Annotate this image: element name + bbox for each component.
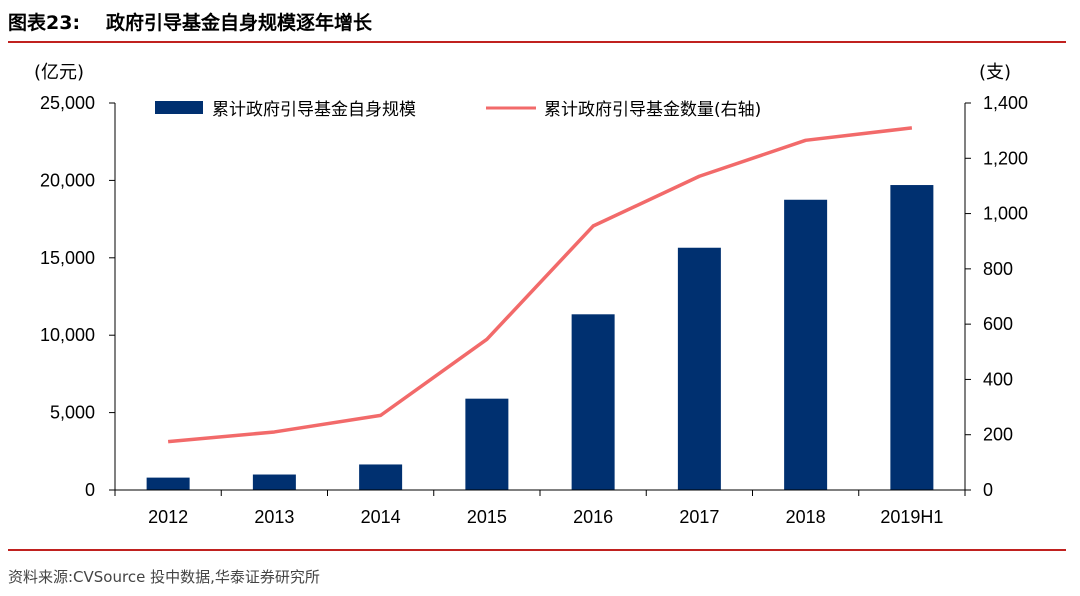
bar-2014 xyxy=(359,464,403,490)
bar-2013 xyxy=(252,474,296,490)
figure-number: 图表23: xyxy=(8,12,81,34)
x-tick-label: 2019H1 xyxy=(880,507,943,527)
chart: (亿元) (支) 累计政府引导基金自身规模 累计政府引导基金数量(右轴) 0 5,… xyxy=(34,62,1028,527)
x-tick-label: 2012 xyxy=(148,507,188,527)
y-left-tick-label: 25,000 xyxy=(40,93,95,113)
y-right-tick-label: 400 xyxy=(983,369,1013,389)
header-rule xyxy=(8,41,1066,43)
bar-series xyxy=(146,185,934,490)
y-right-tick-label: 600 xyxy=(983,314,1013,334)
y-right-unit: (支) xyxy=(979,62,1011,83)
y-left-tick-label: 5,000 xyxy=(50,403,95,423)
source-note: 资料来源:CVSource 投中数据,华泰证券研究所 xyxy=(8,568,320,586)
x-tick-label: 2018 xyxy=(786,507,826,527)
y-right-tick-label: 0 xyxy=(983,480,993,500)
line-series xyxy=(167,126,913,444)
figure-header: 图表23: 政府引导基金自身规模逐年增长 xyxy=(8,8,1068,38)
bar-2019H1 xyxy=(890,185,934,490)
legend-label-bar: 累计政府引导基金自身规模 xyxy=(212,100,416,120)
line-path xyxy=(167,126,913,444)
y-right-tick-label: 800 xyxy=(983,259,1013,279)
y-right-tick-label: 1,000 xyxy=(983,204,1028,224)
axes: 0 5,000 10,000 15,000 20,000 25,000 0 200 400 600… xyxy=(40,93,1028,527)
y-left-tick-label: 20,000 xyxy=(40,170,95,190)
legend: 累计政府引导基金自身规模 累计政府引导基金数量(右轴) xyxy=(155,100,761,120)
bar-2015 xyxy=(465,398,509,490)
y-right-tick-label: 200 xyxy=(983,425,1013,445)
legend-label-line: 累计政府引导基金数量(右轴) xyxy=(544,100,761,120)
figure-title: 政府引导基金自身规模逐年增长 xyxy=(106,12,373,34)
bar-2016 xyxy=(571,314,615,490)
x-tick-label: 2013 xyxy=(254,507,294,527)
x-tick-label: 2016 xyxy=(573,507,613,527)
bar-2012 xyxy=(146,477,190,490)
bar-2017 xyxy=(677,247,721,490)
y-right-tick-label: 1,200 xyxy=(983,148,1028,168)
x-tick-label: 2015 xyxy=(467,507,507,527)
x-tick-label: 2014 xyxy=(361,507,401,527)
x-tick-label: 2017 xyxy=(679,507,719,527)
y-left-tick-label: 15,000 xyxy=(40,248,95,268)
bar-2018 xyxy=(784,199,828,490)
y-right-tick-label: 1,400 xyxy=(983,93,1028,113)
footer-rule xyxy=(8,549,1066,551)
y-left-unit: (亿元) xyxy=(34,62,84,83)
legend-swatch-bar xyxy=(155,101,203,114)
y-left-tick-label: 0 xyxy=(85,480,95,500)
y-left-tick-label: 10,000 xyxy=(40,325,95,345)
